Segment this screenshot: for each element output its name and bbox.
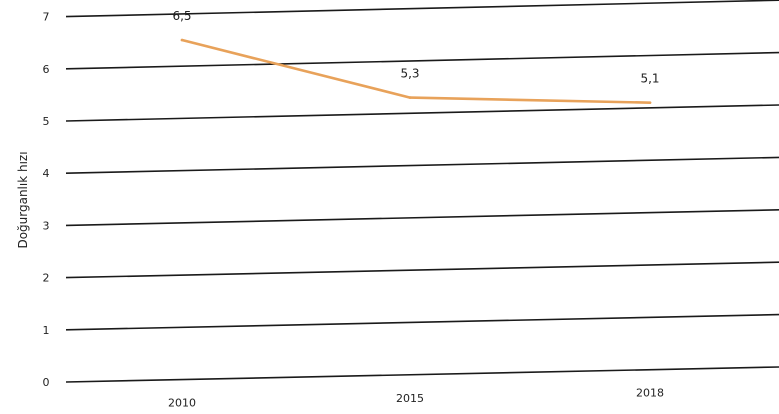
y-tick-label: 7 — [43, 11, 50, 24]
data-label: 5,1 — [640, 72, 659, 86]
y-axis-label: Doğurganlık hızı — [16, 151, 30, 248]
gridline-3 — [66, 210, 779, 226]
gridlines — [66, 0, 779, 382]
x-tick-label: 2018 — [636, 387, 664, 400]
y-axis-ticks: 0 1 2 3 4 5 6 7 — [43, 11, 50, 389]
y-tick-label: 1 — [43, 324, 50, 337]
x-tick-label: 2015 — [396, 392, 424, 405]
gridline-2 — [66, 262, 779, 277]
x-tick-label: 2010 — [168, 397, 196, 410]
y-tick-label: 2 — [43, 272, 50, 285]
gridline-4 — [66, 157, 779, 173]
data-point — [409, 96, 412, 99]
y-tick-label: 6 — [43, 63, 50, 76]
y-tick-label: 3 — [43, 219, 50, 232]
data-point — [181, 39, 184, 42]
y-tick-label: 4 — [43, 167, 50, 180]
gridline-1 — [66, 315, 779, 330]
x-axis-ticks: 2010 2015 2018 — [168, 387, 664, 410]
y-tick-label: 5 — [43, 115, 50, 128]
data-label: 6,5 — [172, 9, 191, 23]
gridline-5 — [66, 105, 779, 121]
gridline-0 — [66, 367, 779, 382]
gridline-6 — [66, 53, 779, 69]
y-tick-label: 0 — [43, 376, 50, 389]
data-label: 5,3 — [400, 67, 419, 81]
data-point — [649, 101, 652, 104]
